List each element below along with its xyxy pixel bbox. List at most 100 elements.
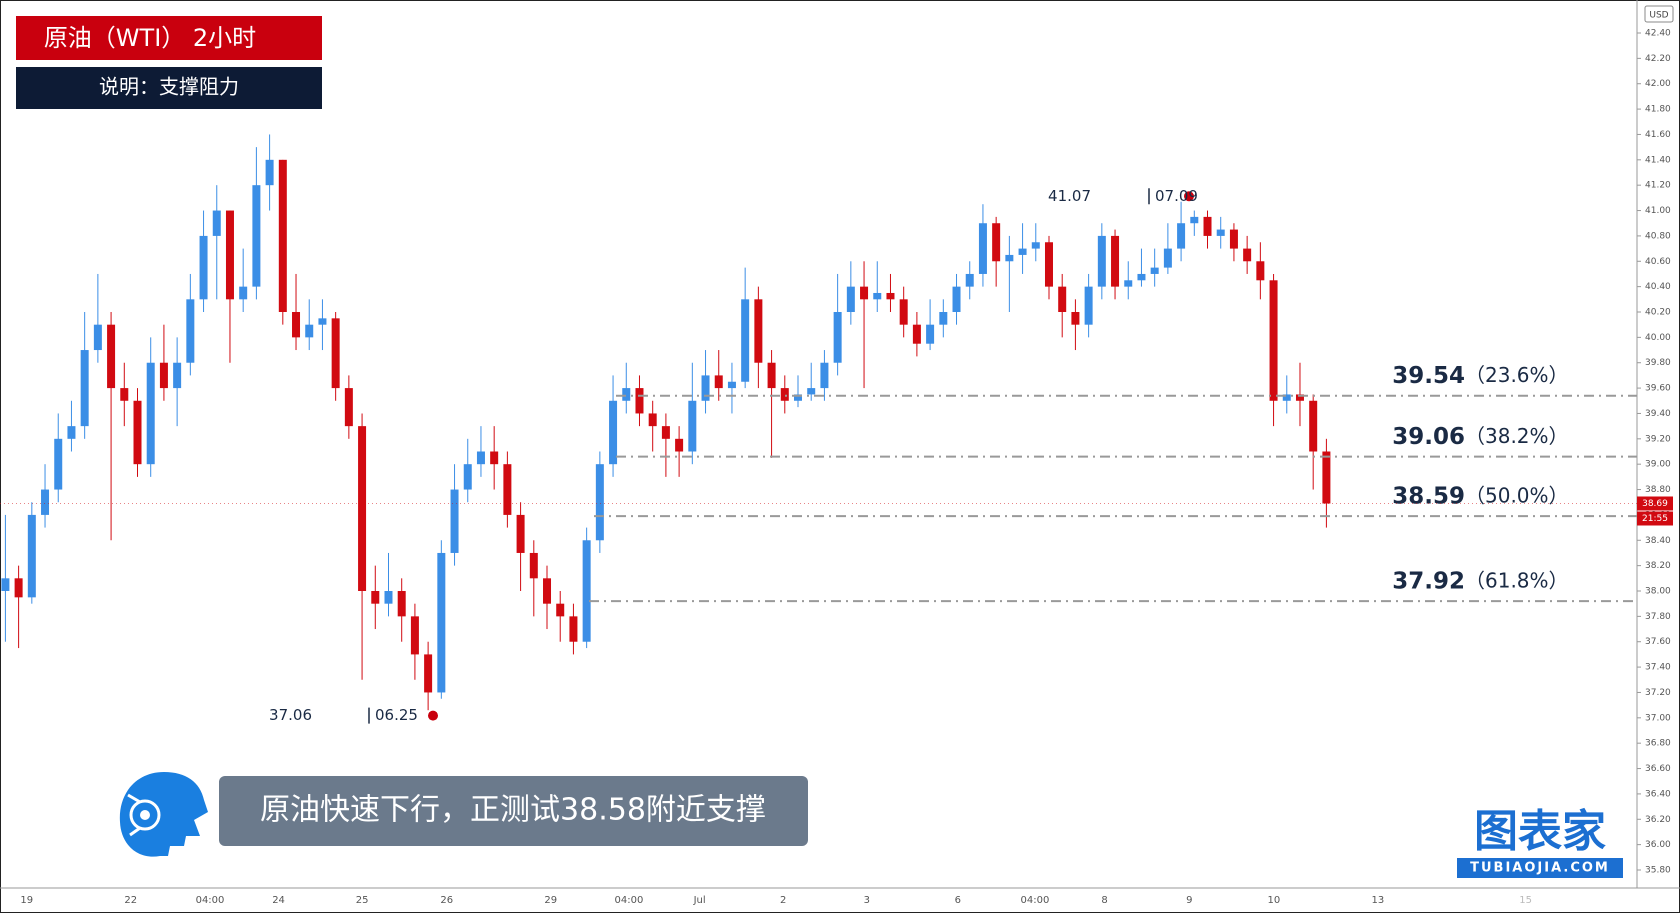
candle-body [80,350,89,427]
candle-body [873,292,882,300]
extreme-dot [428,710,438,721]
y-tick-label: 39.40 [1645,409,1671,419]
candle-body [159,362,168,389]
candle-body [133,400,142,465]
caption: 原油快速下行，正测试38.58附近支撑 [260,793,766,828]
y-tick-label: 40.80 [1645,231,1671,241]
candle-body [437,552,446,693]
y-tick-label: 40.00 [1645,333,1671,343]
title-box [16,16,322,60]
logo-sub-box [1457,858,1623,878]
candle-body [661,426,670,439]
candle-body [410,616,419,655]
candle-body [1124,280,1133,287]
candle-body [1190,216,1199,224]
candle-body [476,451,485,465]
candle-body [463,464,472,490]
candle-body [556,603,565,617]
logo: 图表家 [1474,806,1606,857]
candle-body [265,159,274,186]
y-tick-label: 42.00 [1645,79,1671,89]
y-tick-label: 36.80 [1645,739,1671,749]
candle-body [503,464,512,515]
candle-body [516,514,525,553]
candle-body [978,223,987,274]
y-tick-label: 40.40 [1645,282,1671,292]
y-tick-label: 39.20 [1645,434,1671,444]
y-tick-label: 36.40 [1645,789,1671,799]
candle-body [1018,248,1027,255]
candle-body [529,552,538,579]
y-tick-label: 37.00 [1645,713,1671,723]
candle-body [278,159,287,312]
y-tick-label: 36.00 [1645,840,1671,850]
candle-body [225,210,234,300]
candle-body [1229,229,1238,249]
candle-body [1111,235,1120,287]
candle-body [767,362,776,389]
candle-body [1071,312,1080,325]
candle-body [239,286,248,300]
y-tick-label: 38.80 [1645,485,1671,495]
candle-body [780,388,789,401]
candle-body [1203,216,1212,236]
candle-body [67,426,76,439]
candle-body [622,388,631,401]
candle-body [93,324,102,351]
extreme-date: 07.09 [1155,187,1198,205]
candle-body [331,318,340,389]
y-tick-label: 41.20 [1645,181,1671,191]
candle-body [1309,400,1318,452]
y-tick-label: 37.20 [1645,688,1671,698]
level-value: 37.92 [1392,569,1465,595]
robot-logo [119,772,208,857]
candle-body [727,381,736,389]
countdown: 21:55 [1642,514,1668,524]
last-price: 38.69 [1642,499,1668,509]
x-tick-label: 2 [780,895,786,906]
candle-body [569,616,578,642]
candle-body [41,489,50,515]
candle-body [635,388,644,414]
x-tick-label: 26 [440,895,453,906]
candle-body [886,292,895,300]
y-tick-label: 41.40 [1645,155,1671,165]
candle-body [252,185,261,287]
x-tick-label: 3 [864,895,870,906]
level-value: 38.59 [1392,484,1465,510]
extreme-dot [1184,191,1194,202]
candle-body [912,324,921,344]
x-tick-label: 04:00 [196,895,225,906]
marks-layer: 39.54 （23.6%） 39.06 （38.2%） 38.59 （50.0%） 37.9… [0,134,1673,724]
level-pct: （50.0%） [1465,484,1569,508]
y-tick-label: 37.40 [1645,663,1671,673]
candle-body [120,388,129,401]
level-pct: （23.6%） [1465,363,1569,387]
y-tick-label: 41.00 [1645,206,1671,216]
candle-body [609,400,618,465]
y-tick-label: 37.60 [1645,637,1671,647]
candle-body [846,286,855,312]
candle-body [939,312,948,325]
title: 原油（WTI） 2小时 [44,24,256,52]
candle-body [648,413,657,427]
y-tick-label: 37.80 [1645,612,1671,622]
x-tick-label: 9 [1186,895,1192,906]
candle-body [701,375,710,401]
candle-body [926,324,935,344]
y-tick-label: 39.00 [1645,460,1671,470]
y-tick-label: 40.60 [1645,257,1671,267]
candle-body [212,210,221,236]
logo-sub: TUBIAOJIA.COM [1470,861,1610,876]
candle-body [1150,267,1159,274]
candle-body [582,540,591,642]
candle-body [397,591,406,617]
candle-body [820,362,829,389]
y-tick-label: 35.80 [1645,866,1671,876]
candle-body [595,464,604,541]
candle-body [54,438,63,490]
candle-body [1322,451,1331,504]
candle-body [899,299,908,325]
x-tick-label: Jul [693,895,706,906]
